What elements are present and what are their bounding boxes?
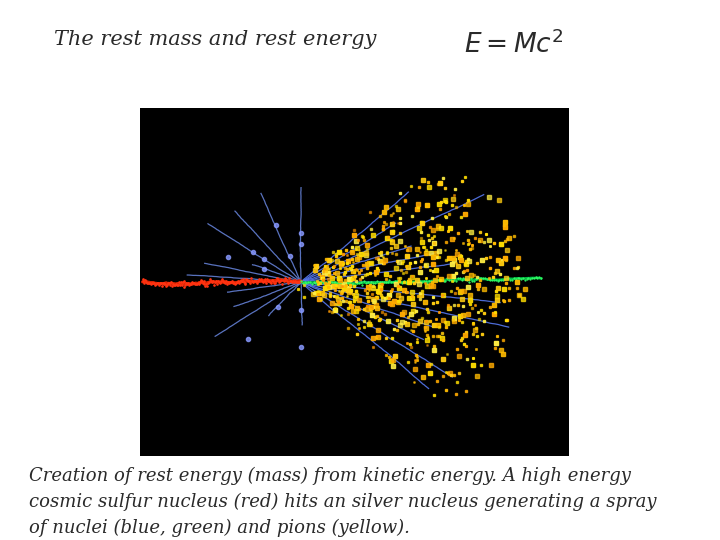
- Text: Creation of rest energy (mass) from kinetic energy. A high energy: Creation of rest energy (mass) from kine…: [29, 467, 631, 485]
- Text: $E = Mc^2$: $E = Mc^2$: [464, 30, 564, 58]
- Text: cosmic sulfur nucleus (red) hits an silver nucleus generating a spray: cosmic sulfur nucleus (red) hits an silv…: [29, 493, 657, 511]
- Text: The rest mass and rest energy: The rest mass and rest energy: [54, 30, 377, 49]
- Bar: [140, 108, 569, 456]
- Text: of nuclei (blue, green) and pions (yellow).: of nuclei (blue, green) and pions (yello…: [29, 519, 410, 537]
